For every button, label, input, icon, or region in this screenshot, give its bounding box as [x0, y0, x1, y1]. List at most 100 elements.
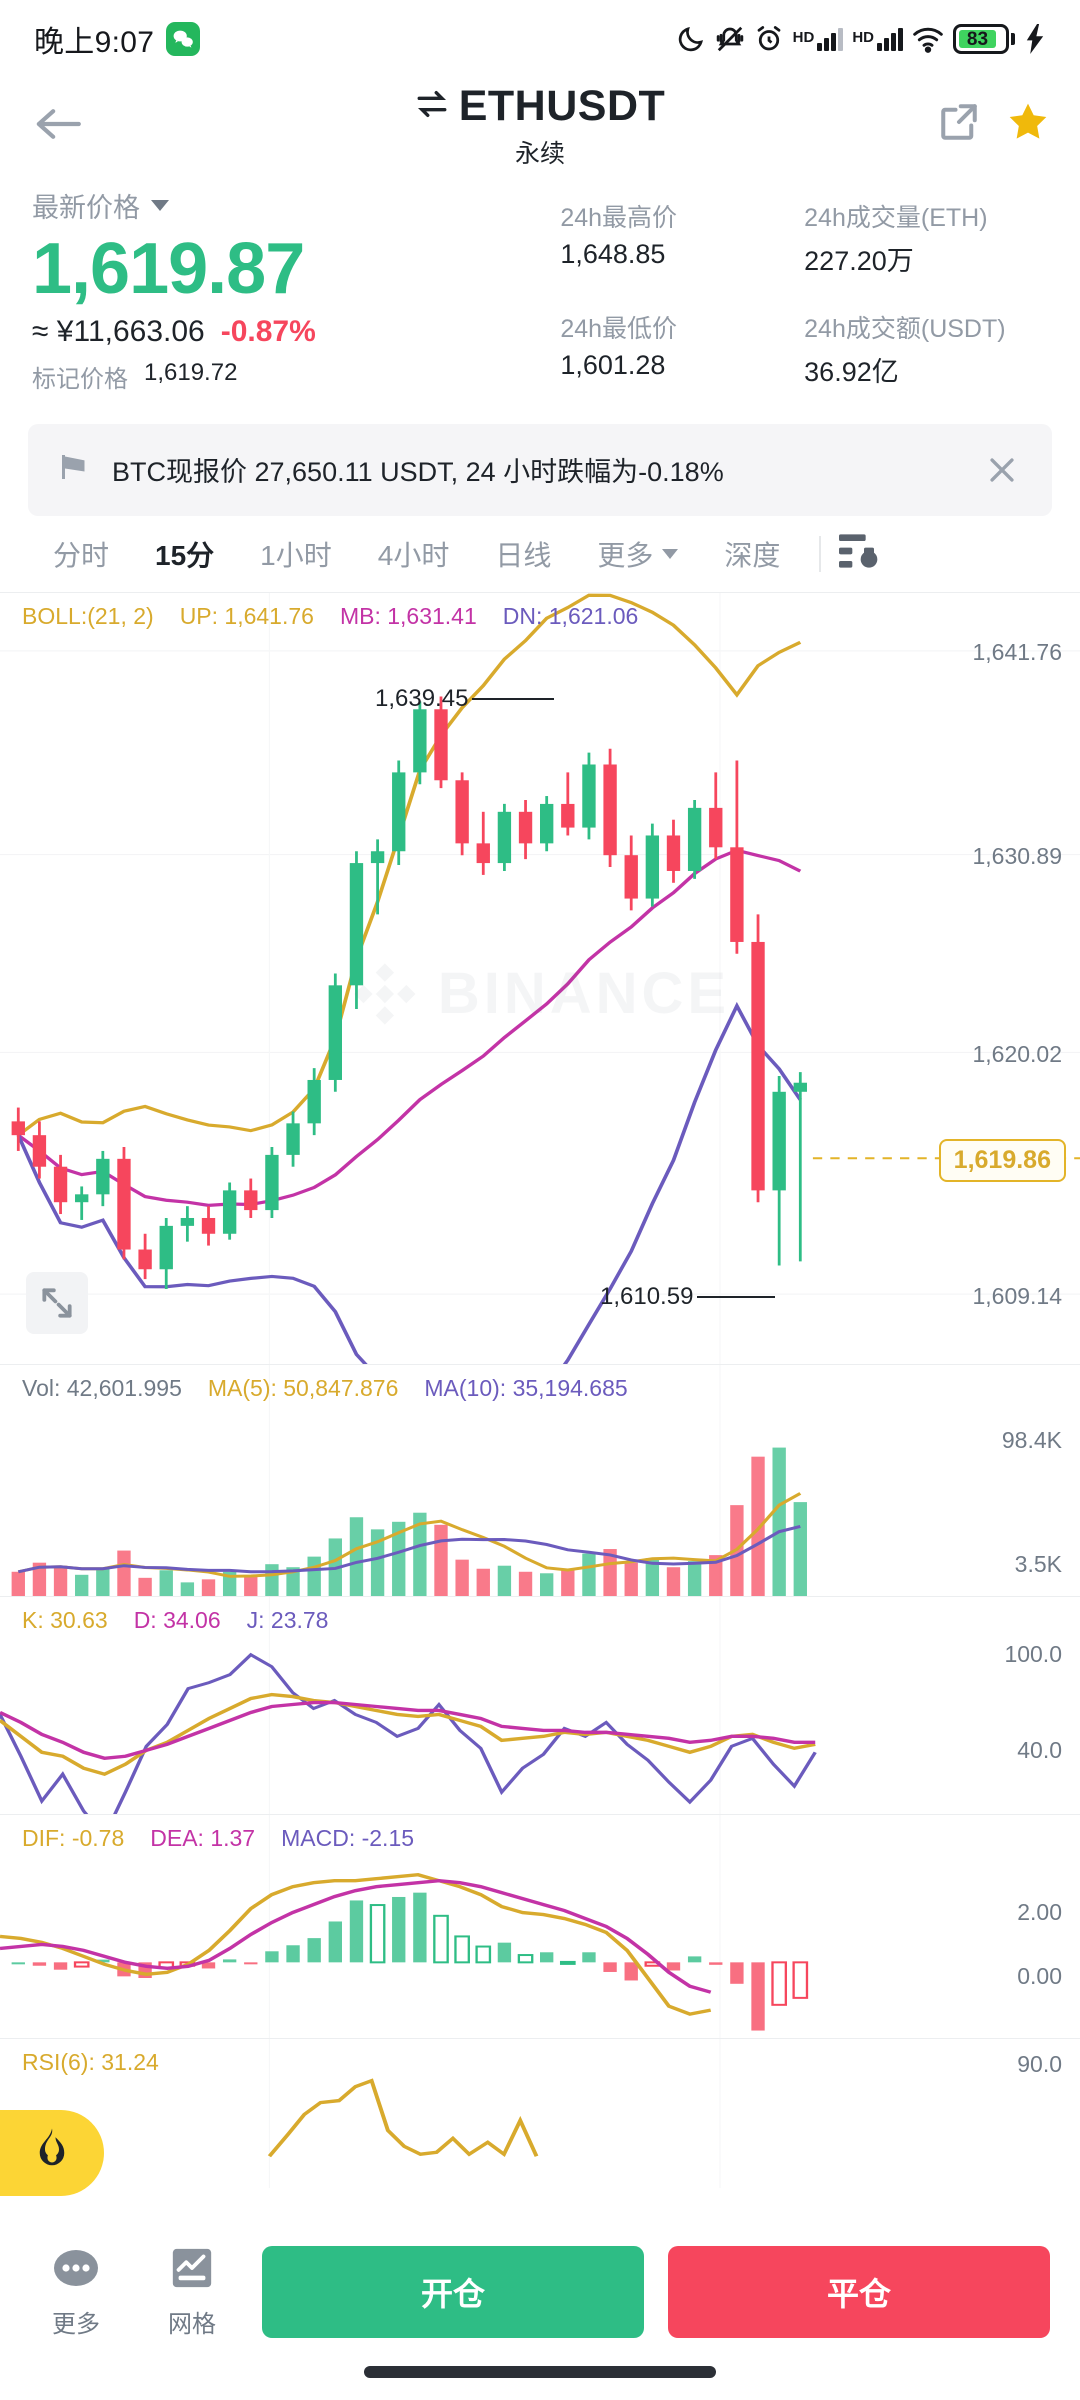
watermark-text: BINANCE: [437, 961, 731, 1027]
stat-cell: 24h成交量(ETH) 227.20万: [804, 198, 1048, 283]
tab-15m[interactable]: 15分: [155, 539, 215, 571]
stat-value: 1,601.28: [560, 349, 666, 380]
stat-cell: 24h最高价 1,648.85: [560, 198, 804, 283]
price-axis-label: 1,641.76: [972, 638, 1062, 665]
vol-ma5: MA(5): 50,847.876: [207, 1374, 399, 1401]
swap-icon[interactable]: [415, 87, 449, 126]
kdj-axis-bottom: 40.0: [1017, 1736, 1062, 1763]
tab-1d[interactable]: 日线: [495, 539, 552, 571]
more-label: 更多: [52, 2311, 100, 2338]
contract-type: 永续: [514, 140, 565, 168]
stat-label: 24h成交额(USDT): [804, 314, 1006, 343]
tab-4h[interactable]: 4小时: [377, 539, 450, 571]
price-section: 最新价格 1,619.87 ≈ ¥11,663.06 -0.87% 标记价格 1…: [0, 170, 1080, 394]
star-icon[interactable]: [1006, 100, 1050, 149]
back-arrow-icon[interactable]: [30, 96, 86, 152]
open-position-button[interactable]: 开仓: [262, 2246, 644, 2338]
candlestick-panel[interactable]: BOLL:(21, 2) UP: 1,641.76 MB: 1,631.41 D…: [0, 591, 1080, 1364]
battery-percent: 83: [966, 28, 989, 50]
hd-signal-icon: HD: [852, 27, 903, 51]
chart-area[interactable]: BOLL:(21, 2) UP: 1,641.76 MB: 1,631.41 D…: [0, 591, 1080, 2188]
cny-price: ≈ ¥11,663.06: [32, 314, 205, 348]
battery-icon: 83: [953, 24, 1015, 54]
status-bar-right: HD HD 83: [676, 24, 1046, 54]
timeframe-tabs: 分时 15分 1小时 4小时 日线 更多 深度: [0, 516, 1080, 592]
home-indicator: [364, 2366, 716, 2378]
stats-grid: 24h最高价 1,648.85 24h成交量(ETH) 227.20万 24h最…: [560, 186, 1048, 394]
wechat-icon: [166, 22, 201, 56]
fullscreen-expand-icon[interactable]: [26, 1271, 88, 1334]
price-label-row[interactable]: 最新价格: [32, 186, 560, 225]
stat-value: 1,648.85: [560, 239, 666, 269]
grid-button[interactable]: 网格: [146, 2246, 238, 2339]
stat-label: 24h最低价: [560, 314, 678, 343]
candlestick-plot: [0, 592, 1080, 1364]
macd-panel[interactable]: DIF: -0.78 DEA: 1.37 MACD: -2.15 2.00 0.…: [0, 1813, 1080, 2038]
vol-ma10: MA(10): 35,194.685: [424, 1374, 628, 1401]
close-position-button[interactable]: 平仓: [668, 2246, 1050, 2338]
tab-more-label: 更多: [597, 539, 654, 571]
tab-fenshi[interactable]: 分时: [53, 539, 110, 571]
more-button[interactable]: 更多: [30, 2246, 122, 2339]
rsi-panel[interactable]: RSI(6): 31.24 90.0: [0, 2037, 1080, 2188]
vol-value: Vol: 42,601.995: [22, 1374, 182, 1401]
kdj-k: K: 30.63: [22, 1606, 108, 1633]
macd-value: MACD: -2.15: [281, 1824, 415, 1851]
bottom-action-bar: 更多 网格 开仓 平仓: [0, 2224, 1080, 2400]
flame-fab[interactable]: [0, 2110, 104, 2196]
change-percent: -0.87%: [220, 314, 316, 348]
kdj-panel[interactable]: K: 30.63 D: 34.06 J: 23.78 100.0 40.0: [0, 1595, 1080, 1814]
price-left: 最新价格 1,619.87 ≈ ¥11,663.06 -0.87% 标记价格 1…: [32, 186, 560, 394]
alarm-icon: [754, 24, 784, 54]
chevron-down-icon[interactable]: [151, 200, 169, 211]
status-bar-left: 晚上9:07: [34, 17, 201, 61]
volume-legend: Vol: 42,601.995 MA(5): 50,847.876 MA(10)…: [22, 1375, 628, 1402]
volume-panel[interactable]: Vol: 42,601.995 MA(5): 50,847.876 MA(10)…: [0, 1363, 1080, 1596]
macd-plot: [0, 1814, 1080, 2038]
page-title: ETHUSDT: [458, 82, 666, 130]
tab-depth[interactable]: 深度: [724, 539, 781, 571]
divider: [819, 535, 822, 572]
boll-name: BOLL:(21, 2): [22, 602, 154, 629]
header-actions: [938, 100, 1050, 149]
wifi-icon: [912, 24, 944, 54]
macd-dea: DEA: 1.37: [150, 1824, 256, 1851]
binance-watermark: BINANCE: [350, 959, 730, 1029]
volume-plot: [0, 1364, 1080, 1596]
kdj-axis-top: 100.0: [1004, 1640, 1062, 1667]
rsi-legend: RSI(6): 31.24: [22, 2049, 159, 2076]
macd-axis-bottom: 0.00: [1017, 1962, 1062, 1989]
price-sub-row: ≈ ¥11,663.06 -0.87%: [32, 315, 560, 349]
bell-muted-icon: [715, 24, 745, 54]
price-axis-label: 1,620.02: [972, 1040, 1062, 1067]
rsi-value: RSI(6): 31.24: [22, 2048, 159, 2075]
macd-dif: DIF: -0.78: [22, 1824, 125, 1851]
boll-mb: MB: 1,631.41: [339, 602, 477, 629]
high-price-marker: 1,639.45: [375, 685, 555, 713]
macd-axis-top: 2.00: [1017, 1898, 1062, 1925]
tab-1h[interactable]: 1小时: [260, 539, 332, 571]
grid-chart-icon: [169, 2246, 215, 2295]
tab-more[interactable]: 更多: [574, 534, 701, 574]
chart-settings-icon[interactable]: [837, 531, 881, 576]
stat-cell: 24h最低价 1,601.28: [560, 309, 804, 394]
announcement-banner[interactable]: BTC现报价 27,650.11 USDT, 24 小时跌幅为-0.18%: [28, 423, 1052, 516]
chevron-down-icon: [662, 548, 679, 559]
share-icon[interactable]: [938, 101, 980, 148]
megaphone-icon: [56, 449, 92, 490]
rsi-plot: [0, 2038, 1080, 2188]
grid-label: 网格: [168, 2311, 216, 2338]
kdj-j: J: 23.78: [246, 1606, 329, 1633]
price-type-label: 最新价格: [32, 193, 140, 223]
price-axis-label: 1,609.14: [972, 1282, 1062, 1309]
boll-dn: DN: 1,621.06: [502, 602, 639, 629]
boll-legend: BOLL:(21, 2) UP: 1,641.76 MB: 1,631.41 D…: [22, 603, 638, 630]
stat-value: 36.92亿: [804, 356, 899, 387]
last-price: 1,619.87: [32, 229, 305, 309]
stat-label: 24h成交量(ETH): [804, 204, 988, 232]
banner-text: BTC现报价 27,650.11 USDT, 24 小时跌幅为-0.18%: [112, 457, 724, 488]
mark-price-row: 标记价格 1,619.72: [32, 359, 560, 394]
close-icon[interactable]: [980, 448, 1024, 492]
volume-axis-bottom: 3.5K: [1014, 1550, 1062, 1577]
rsi-axis-top: 90.0: [1017, 2050, 1062, 2077]
